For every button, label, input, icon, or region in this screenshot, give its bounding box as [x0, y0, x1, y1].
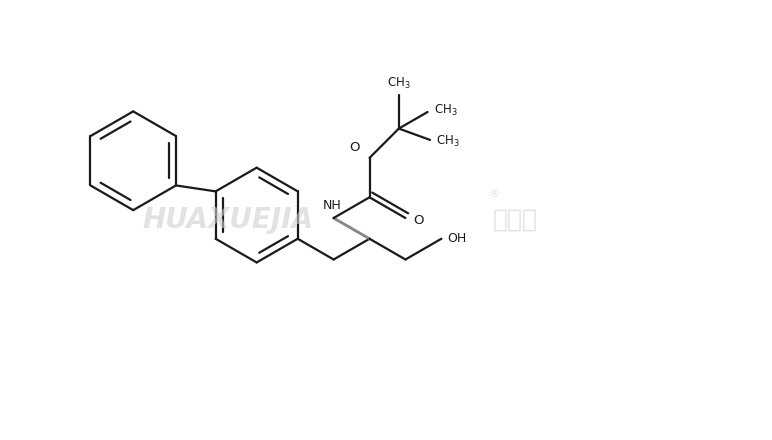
Text: CH$_3$: CH$_3$ [436, 134, 459, 150]
Text: CH$_3$: CH$_3$ [387, 77, 411, 92]
Text: OH: OH [447, 232, 466, 245]
Text: HUAXUEJIA: HUAXUEJIA [142, 206, 313, 234]
Text: CH$_3$: CH$_3$ [434, 103, 457, 117]
Text: O: O [413, 213, 424, 227]
Text: O: O [349, 141, 360, 154]
Text: ®: ® [489, 189, 500, 199]
Text: NH: NH [322, 199, 341, 212]
Text: 化学加: 化学加 [493, 208, 538, 232]
